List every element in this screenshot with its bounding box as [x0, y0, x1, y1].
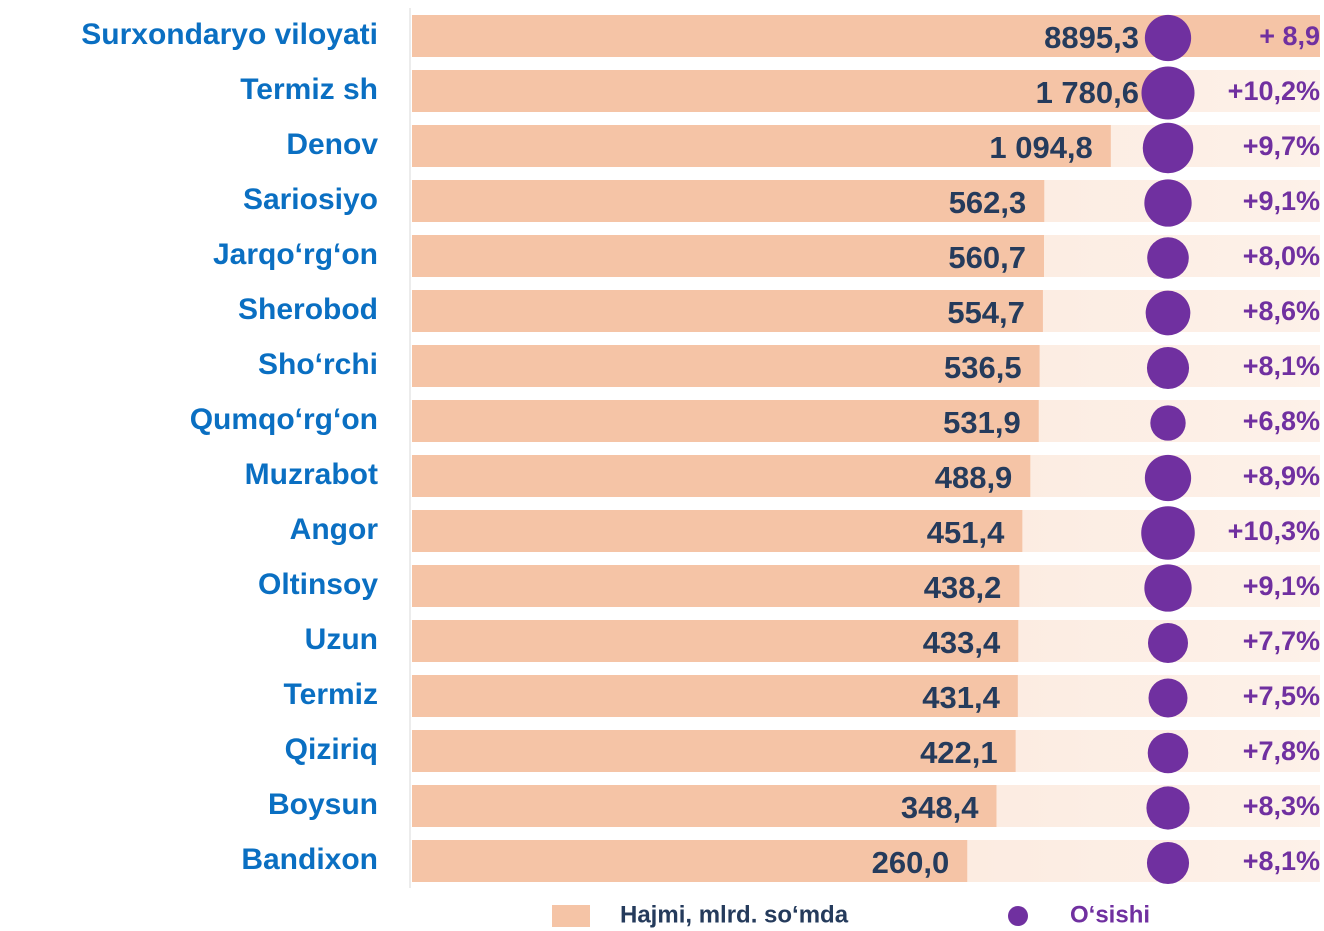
- growth-label: +7,8%: [1243, 736, 1320, 766]
- growth-bubble: [1144, 454, 1192, 502]
- growth-bubble: [1141, 66, 1195, 120]
- value-label: 554,7: [947, 295, 1025, 330]
- bar: [412, 840, 968, 882]
- value-label: 260,0: [872, 845, 950, 880]
- growth-label: +7,7%: [1243, 626, 1320, 656]
- category-label: Angor: [290, 513, 379, 546]
- bar: [412, 125, 1111, 167]
- category-label: Qumqo‘rg‘on: [190, 403, 378, 436]
- value-label: 431,4: [922, 680, 1000, 715]
- bar: [412, 785, 997, 827]
- category-label: Surxondaryo viloyati: [81, 18, 378, 51]
- bar: [412, 400, 1039, 442]
- category-label: Sariosiyo: [243, 183, 378, 216]
- value-label: 531,9: [943, 405, 1021, 440]
- growth-label: +8,1%: [1243, 351, 1320, 381]
- growth-bubble: [1147, 237, 1189, 279]
- value-label: 1 094,8: [989, 130, 1092, 165]
- bar: [412, 510, 1023, 552]
- value-label: 488,9: [935, 460, 1013, 495]
- value-label: 422,1: [920, 735, 998, 770]
- legend-swatch: [552, 905, 590, 927]
- growth-bubble: [1142, 122, 1194, 174]
- category-label: Qiziriq: [285, 733, 378, 766]
- value-label: 560,7: [948, 240, 1026, 275]
- bar: [412, 565, 1020, 607]
- bar: [412, 675, 1018, 717]
- growth-label: +10,3%: [1228, 516, 1320, 546]
- bar: [412, 290, 1043, 332]
- growth-label: +10,2%: [1228, 76, 1320, 106]
- bar: [412, 345, 1040, 387]
- legend-label: O‘sishi: [1070, 901, 1150, 928]
- category-label: Denov: [286, 128, 378, 161]
- legend-label: Hajmi, mlrd. so‘mda: [620, 901, 849, 928]
- growth-bubble: [1145, 290, 1191, 336]
- growth-bubble: [1147, 622, 1189, 664]
- growth-bubble: [1141, 506, 1195, 560]
- growth-bubble: [1144, 564, 1192, 612]
- value-label: 562,3: [949, 185, 1027, 220]
- growth-label: +8,6%: [1243, 296, 1320, 326]
- value-label: 1 780,6: [1036, 75, 1139, 110]
- growth-bubble: [1146, 841, 1190, 885]
- value-label: 438,2: [924, 570, 1002, 605]
- category-label: Muzrabot: [245, 458, 378, 491]
- bar: [412, 180, 1045, 222]
- value-label: 536,5: [944, 350, 1022, 385]
- value-label: 433,4: [923, 625, 1001, 660]
- value-label: 8895,3: [1044, 20, 1139, 55]
- growth-bubble: [1144, 14, 1192, 62]
- category-label: Termiz sh: [240, 73, 378, 106]
- value-label: 451,4: [927, 515, 1005, 550]
- category-label: Uzun: [305, 623, 378, 656]
- bar: [412, 455, 1031, 497]
- growth-label: +8,3%: [1243, 791, 1320, 821]
- category-label: Boysun: [268, 788, 378, 821]
- growth-bubble: [1146, 346, 1190, 390]
- growth-label: +6,8%: [1243, 406, 1320, 436]
- growth-bubble: [1146, 786, 1190, 830]
- growth-label: + 8,9: [1259, 21, 1320, 51]
- growth-bubble: [1147, 732, 1189, 774]
- growth-label: +7,5%: [1243, 681, 1320, 711]
- legend-swatch: [1008, 906, 1028, 926]
- growth-bubble: [1150, 405, 1186, 441]
- bar: [412, 70, 1160, 112]
- growth-label: +9,7%: [1243, 131, 1320, 161]
- growth-bubble: [1144, 179, 1192, 227]
- growth-bubble: [1148, 678, 1188, 718]
- bar: [412, 620, 1019, 662]
- growth-label: +8,1%: [1243, 846, 1320, 876]
- category-label: Sho‘rchi: [258, 348, 378, 381]
- category-label: Sherobod: [238, 293, 378, 326]
- bar: [412, 235, 1044, 277]
- category-label: Jarqo‘rg‘on: [213, 238, 378, 271]
- value-label: 348,4: [901, 790, 979, 825]
- growth-label: +8,9%: [1243, 461, 1320, 491]
- category-label: Bandixon: [241, 843, 378, 876]
- rows: Surxondaryo viloyati 8895,3 + 8,9 Termiz sh…: [81, 14, 1320, 885]
- category-label: Termiz: [284, 678, 378, 711]
- growth-label: +8,0%: [1243, 241, 1320, 271]
- category-label: Oltinsoy: [258, 568, 378, 601]
- bar: [412, 730, 1016, 772]
- growth-label: +9,1%: [1243, 571, 1320, 601]
- growth-label: +9,1%: [1243, 186, 1320, 216]
